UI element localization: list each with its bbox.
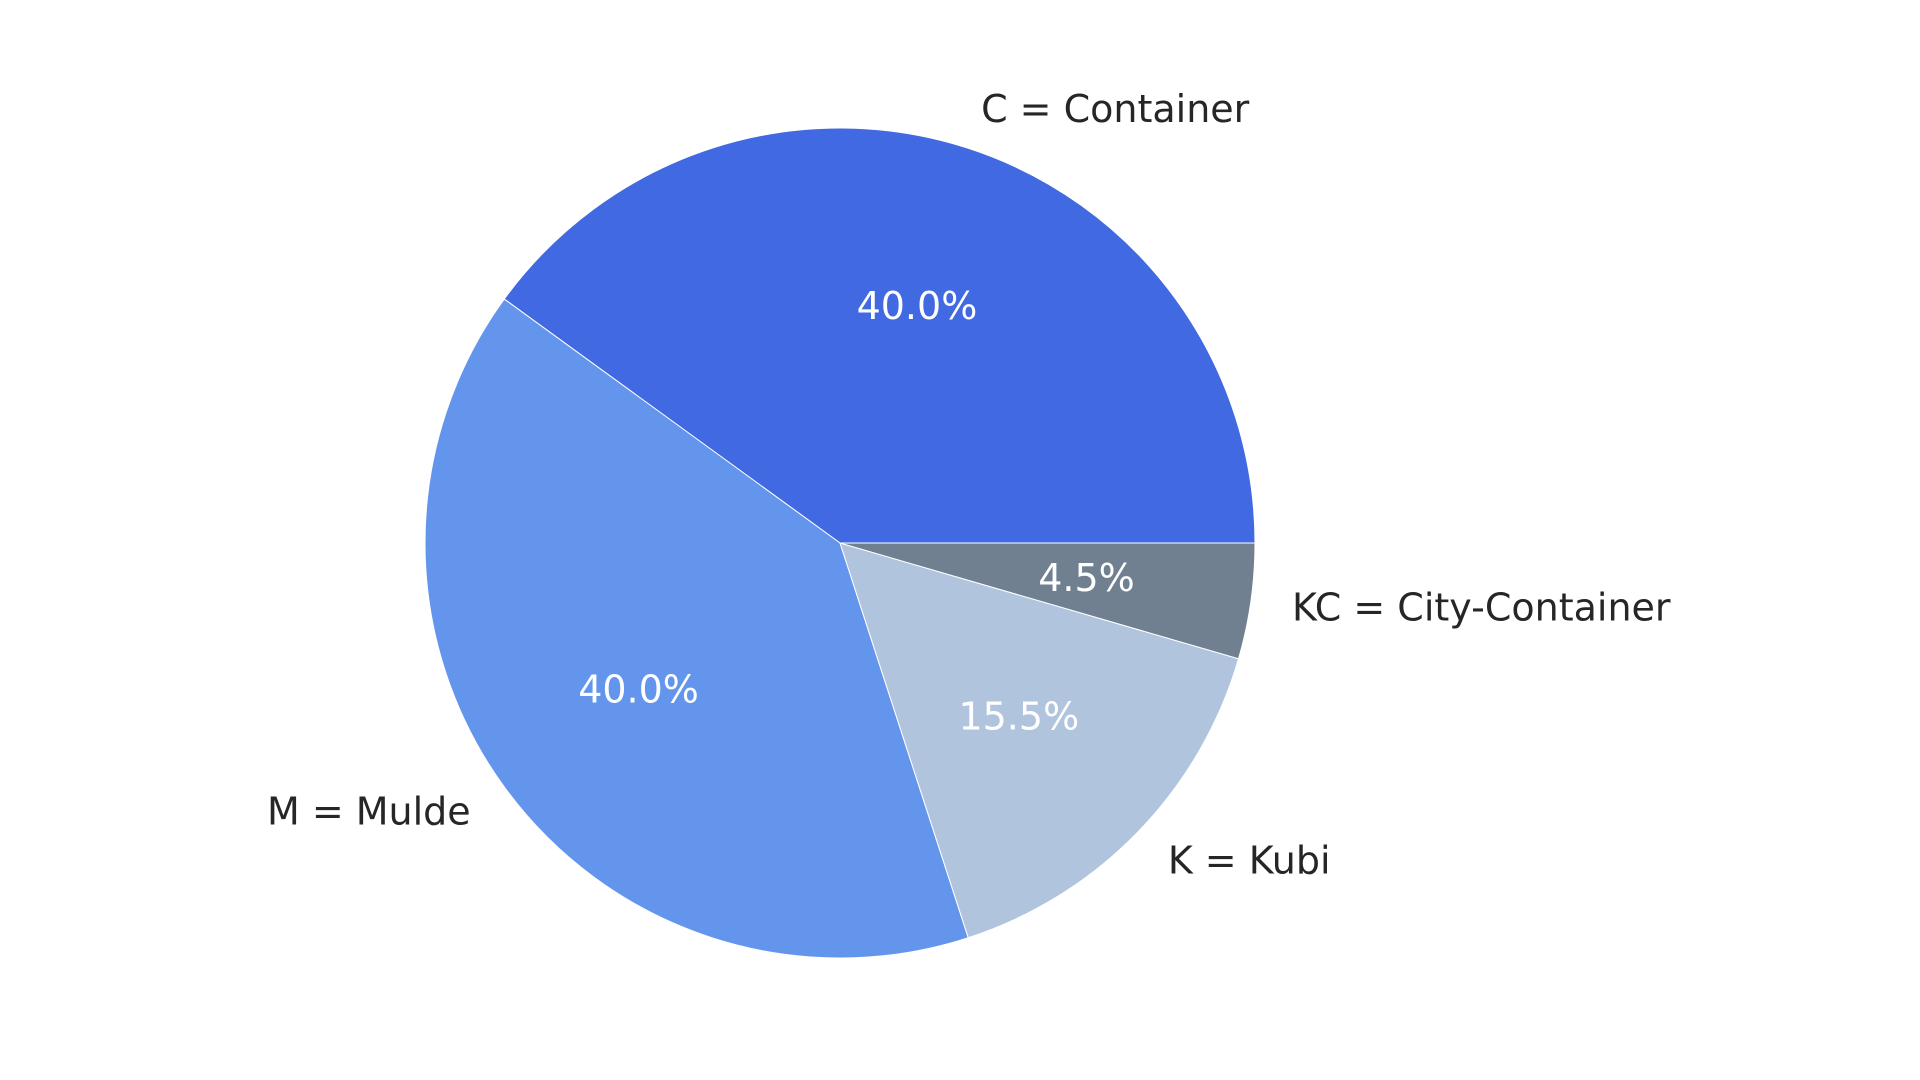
slice-category-label: C = Container — [981, 87, 1250, 131]
pie-slice — [424, 298, 969, 959]
slice-category-label: K = Kubi — [1168, 839, 1331, 883]
slice-category-label: M = Mulde — [267, 789, 471, 833]
slice-percent-label: 40.0% — [578, 667, 699, 711]
pie-slice — [503, 127, 1256, 544]
slice-category-label: KC = City-Container — [1292, 585, 1671, 629]
pie-slice — [839, 542, 1256, 660]
pie-category-labels: C = Container M = Mulde K = Kubi KC = City-… — [267, 87, 1671, 883]
pie-percent-labels: 40.0% 40.0% 15.5% 4.5% — [578, 284, 1135, 738]
pie-slice — [839, 542, 1240, 939]
slice-percent-label: 15.5% — [958, 694, 1079, 738]
slice-percent-label: 4.5% — [1038, 556, 1135, 600]
pie-slices — [424, 127, 1256, 959]
slice-percent-label: 40.0% — [857, 284, 978, 328]
